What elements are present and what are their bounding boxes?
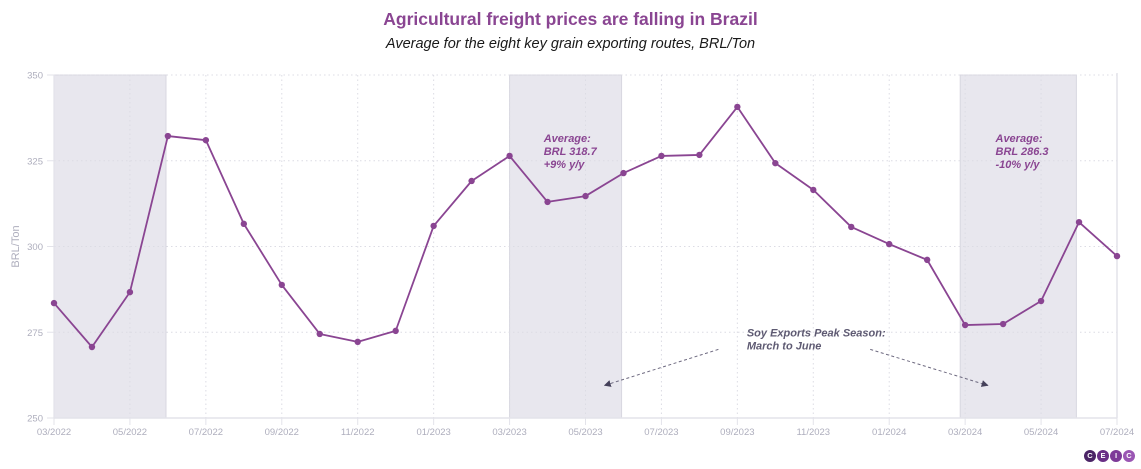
x-tick-label: 07/2023 [644, 427, 678, 438]
data-point [923, 256, 931, 264]
annotation-line: +9% y/y [544, 159, 586, 171]
x-axis-ticks: 03/2022 05/2022 07/2022 09/2022 11/2022 01/20… [37, 418, 1134, 438]
data-point [468, 177, 475, 185]
annotation-line: Average: [995, 133, 1043, 145]
data-point [582, 192, 589, 200]
data-point [354, 338, 361, 346]
x-tick-label: 07/2022 [189, 427, 223, 438]
data-point [202, 136, 210, 144]
x-tick-label: 05/2022 [113, 427, 147, 438]
x-tick-label: 09/2023 [720, 427, 754, 438]
y-tick-label: 325 [27, 156, 43, 167]
series-line-group [50, 103, 1121, 351]
data-point [696, 151, 703, 159]
x-tick-label: 11/2022 [341, 427, 375, 438]
annotation-arrow [870, 348, 989, 387]
y-tick-label: 275 [27, 328, 43, 339]
annotation-line: BRL 318.7 [544, 146, 598, 158]
x-tick-label: 03/2024 [948, 427, 982, 438]
x-tick-label: 03/2023 [492, 427, 526, 438]
data-point [164, 132, 172, 140]
logo-letter: E [1097, 450, 1109, 462]
x-tick-label: 09/2022 [265, 427, 299, 438]
data-point [316, 330, 323, 338]
data-point [658, 152, 665, 160]
y-axis-ticks: 250 275 300 325 350 [27, 71, 54, 425]
logo-letter: I [1110, 450, 1122, 462]
data-point [620, 169, 627, 177]
data-point [88, 343, 96, 351]
chart-title: Agricultural freight prices are falling … [383, 9, 758, 29]
data-point [772, 159, 779, 167]
annotation-arrow [603, 348, 719, 387]
data-point [886, 240, 893, 248]
data-point [1075, 218, 1083, 226]
y-tick-label: 250 [27, 414, 43, 425]
y-tick-label: 300 [27, 242, 43, 253]
annotation-line: Average: [543, 133, 591, 145]
data-point [961, 321, 969, 329]
y-axis-title: BRL/Ton [10, 225, 22, 267]
x-tick-label: 05/2024 [1024, 427, 1058, 438]
data-point [278, 281, 285, 289]
data-point [430, 222, 437, 230]
annotation-line: BRL 286.3 [996, 146, 1049, 158]
y-tick-label: 350 [27, 71, 43, 82]
annotation-text: Soy Exports Peak Season: March to June [747, 327, 886, 352]
logo-letter: C [1123, 450, 1135, 462]
x-tick-label: 05/2023 [568, 427, 602, 438]
data-point [392, 327, 399, 335]
data-point [1113, 252, 1121, 260]
annotation-line: March to June [747, 340, 822, 352]
x-tick-label: 01/2024 [872, 427, 906, 438]
data-point [1037, 297, 1045, 305]
annotation-text: Average: BRL 286.3 -10% y/y [995, 133, 1049, 171]
annotation-line: -10% y/y [996, 159, 1041, 171]
annotation-line: Soy Exports Peak Season: [747, 327, 886, 339]
x-tick-label: 07/2024 [1100, 427, 1134, 438]
shaded-band [509, 74, 623, 419]
data-point [848, 223, 855, 231]
annotation-arrows [603, 348, 989, 387]
data-point [810, 186, 817, 194]
data-point [240, 220, 248, 228]
data-point [999, 320, 1007, 328]
annotation-text: Average: BRL 318.7 +9% y/y [543, 133, 598, 171]
data-point [50, 299, 58, 307]
data-point [544, 198, 551, 206]
x-tick-label: 11/2023 [796, 427, 830, 438]
x-tick-label: 03/2022 [37, 427, 71, 438]
data-point [734, 103, 741, 111]
x-tick-label: 01/2023 [416, 427, 450, 438]
logo-letter: C [1084, 450, 1096, 462]
chart-subtitle: Average for the eight key grain exportin… [385, 36, 756, 52]
data-point [126, 288, 134, 296]
data-point [506, 152, 513, 160]
